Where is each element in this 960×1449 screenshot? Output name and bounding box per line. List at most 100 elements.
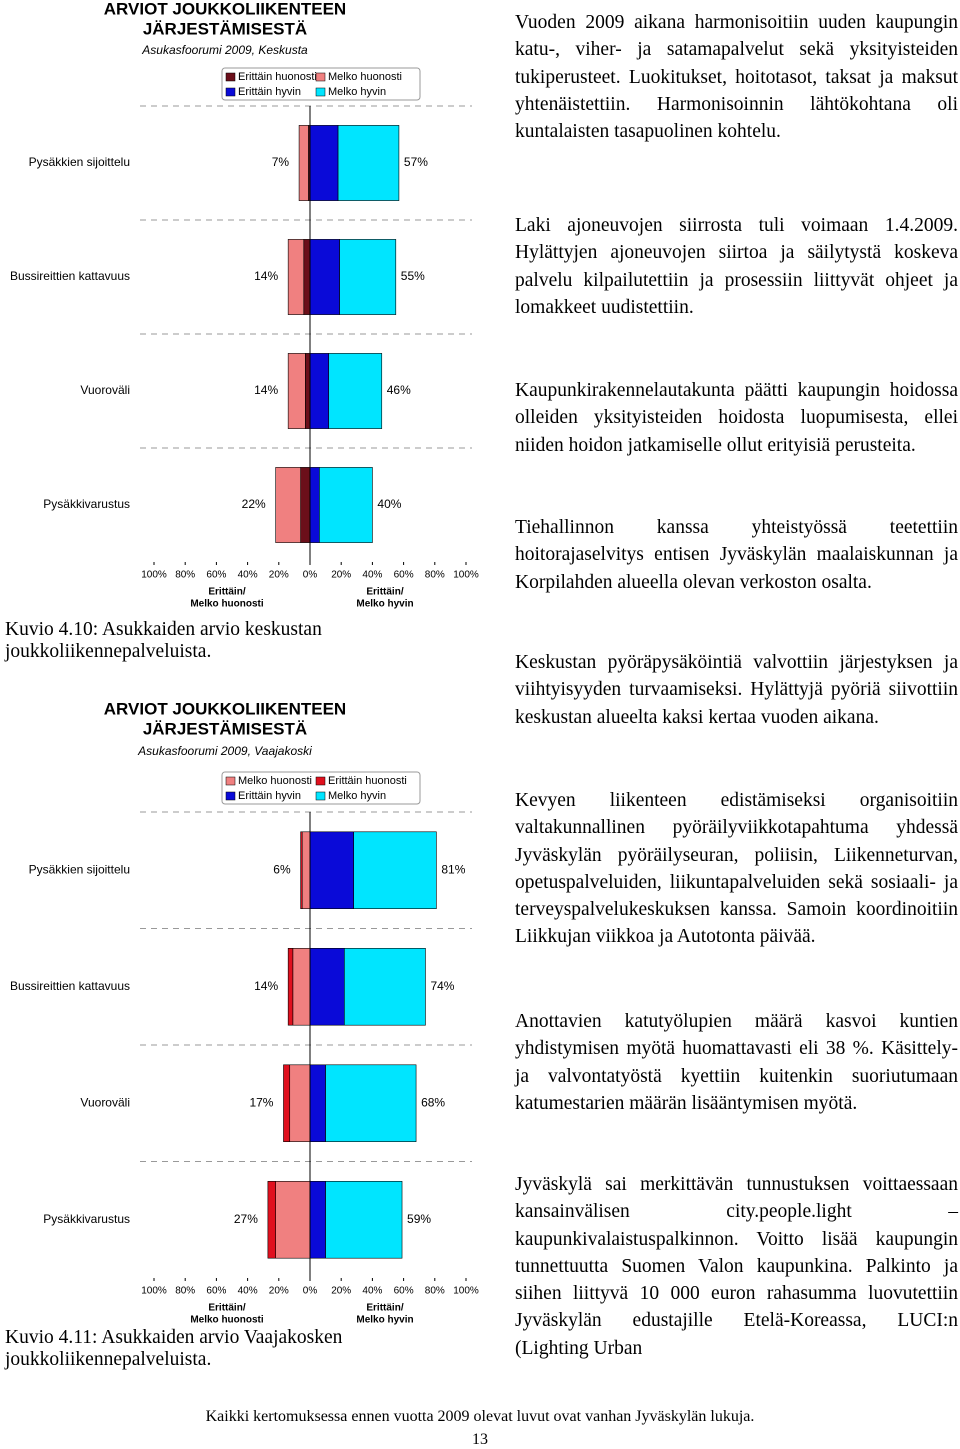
legend-swatch [315,87,326,97]
bar-segment [301,831,311,909]
bar-segment [267,1181,276,1259]
x-axis-label: Melko hyvin [356,599,413,610]
bar-segment [325,1181,403,1259]
figure-caption: Kuvio 4.10: Asukkaiden arvio keskustan j… [5,619,322,662]
category-label: Vuoroväli [80,1095,130,1109]
x-tick-label: 60% [394,1286,414,1297]
legend-label: Melko huonosti [238,775,312,787]
bar-segment [300,831,303,909]
paragraph: Laki ajoneuvojen siirrosta tuli voimaan … [515,215,958,318]
total-label: 14% [254,269,278,283]
x-tick-label: 40% [238,1286,258,1297]
paragraph: Kaupunkirakennelautakunta päätti kaupung… [515,380,958,456]
page-number: 13 [472,1431,488,1448]
chart-title: JÄRJESTÄMISESTÄ [143,719,307,738]
x-tick-label: 20% [331,1286,351,1297]
x-tick-label: 100% [453,1286,479,1297]
bar-segment [283,1064,291,1142]
x-tick-label: 20% [269,1286,289,1297]
legend-swatch [225,72,236,82]
bar-segment [287,353,306,429]
bar-segment [300,467,311,543]
x-axis-label: Erittäin/ [366,587,403,598]
chart-title: JÄRJESTÄMISESTÄ [143,19,307,38]
bar-segment [309,831,354,909]
total-label: 81% [441,862,465,876]
legend-label: Erittäin hyvin [238,790,301,802]
x-axis-label: Melko huonosti [190,1315,264,1326]
x-tick-label: 80% [175,1286,195,1297]
bar-segment [309,125,339,201]
bar-segment [309,1064,326,1142]
chart-subtitle: Asukasfoorumi 2009, Vaajakoski [137,744,312,758]
x-tick-label: 100% [141,570,167,581]
total-label: 6% [273,862,291,876]
category-label: Bussireittien kattavuus [10,269,130,283]
legend-swatch [315,776,326,786]
total-label: 68% [421,1095,445,1109]
paragraph: Vuoden 2009 aikana harmonisoitiin uuden … [515,12,958,143]
legend-label: Erittäin huonosti [238,71,317,83]
bar-segment [275,1181,311,1259]
category-label: Bussireittien kattavuus [10,979,130,993]
x-tick-label: 60% [206,570,226,581]
x-tick-label: 20% [331,570,351,581]
legend-box [221,67,421,101]
category-label: Pysäkkivarustus [43,497,130,511]
total-label: 46% [387,383,411,397]
bar-segment [309,948,345,1026]
x-tick-label: 100% [141,1286,167,1297]
bar-segment [309,353,330,429]
bar-segment [305,353,311,429]
legend-label: Melko hyvin [328,86,386,98]
legend-label: Melko hyvin [328,790,386,802]
bar-segment [275,467,301,543]
x-tick-label: 40% [362,1286,382,1297]
x-tick-label: 60% [206,1286,226,1297]
figure-caption: Kuvio 4.11: Asukkaiden arvio Vaajakosken… [5,1327,343,1370]
footer-note: Kaikki kertomuksessa ennen vuotta 2009 o… [205,1408,755,1425]
legend-box [221,771,421,805]
x-tick-label: 0% [303,1286,318,1297]
x-tick-label: 0% [303,570,318,581]
total-label: 14% [254,383,278,397]
bar-segment [344,948,426,1026]
bar-segment [337,125,400,201]
total-label: 40% [377,497,401,511]
bar-segment [353,831,437,909]
total-label: 22% [242,497,266,511]
x-tick-label: 20% [269,570,289,581]
category-label: Pysäkkien sijoittelu [29,155,130,169]
x-tick-label: 80% [175,570,195,581]
category-label: Pysäkkivarustus [43,1212,130,1226]
bar-segment [287,948,294,1026]
legend-swatch [225,87,236,97]
bar-segment [309,239,340,315]
x-tick-label: 80% [425,1286,445,1297]
total-label: 57% [404,155,428,169]
bar-segment [325,1064,417,1142]
paragraph: Kevyen liikenteen edistämiseksi organiso… [515,790,958,948]
bar-segment [309,467,320,543]
paragraph: Keskustan pyöräpysäköintiä valvottiin jä… [515,652,958,728]
bar-segment [289,1064,311,1142]
bar-segment [319,467,373,543]
total-label: 27% [234,1212,258,1226]
bar-segment [287,239,305,315]
total-label: 55% [401,269,425,283]
chart-title: ARVIOT JOUKKOLIIKENTEEN [104,0,346,18]
x-tick-label: 40% [362,570,382,581]
x-axis-label: Melko huonosti [190,599,264,610]
x-tick-label: 40% [238,570,258,581]
total-label: 17% [249,1095,273,1109]
legend-swatch [225,776,236,786]
chart-title: ARVIOT JOUKKOLIIKENTEEN [104,699,346,718]
total-label: 7% [272,155,290,169]
x-axis-label: Melko hyvin [356,1315,413,1326]
x-tick-label: 100% [453,570,479,581]
bar-segment [328,353,383,429]
chart-subtitle: Asukasfoorumi 2009, Keskusta [141,43,308,57]
